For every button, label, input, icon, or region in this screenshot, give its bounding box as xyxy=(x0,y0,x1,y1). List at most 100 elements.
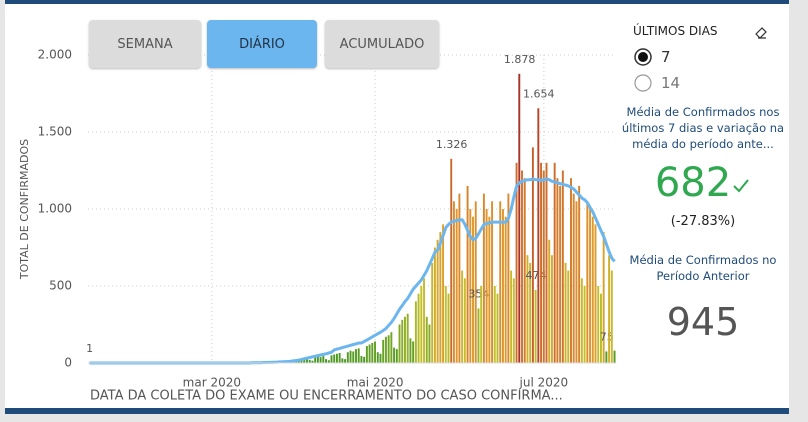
bar xyxy=(583,286,586,363)
bar xyxy=(374,341,376,363)
bar xyxy=(550,255,553,363)
bar xyxy=(521,170,523,363)
bar xyxy=(572,193,575,363)
bar xyxy=(589,209,592,363)
bar xyxy=(442,224,445,363)
bar xyxy=(474,201,477,363)
bar xyxy=(409,338,412,363)
kpi-label: Média de Confirmados no Período Anterior xyxy=(629,253,777,283)
bar xyxy=(433,247,436,363)
bar xyxy=(316,356,319,363)
bar xyxy=(510,270,513,363)
bar xyxy=(412,341,415,363)
bar xyxy=(428,324,431,363)
bar xyxy=(586,201,589,363)
bar xyxy=(368,344,371,363)
y-axis-title: TOTAL DE CONFIRMADOS xyxy=(18,139,31,280)
bar xyxy=(314,357,317,363)
bar xyxy=(450,158,453,363)
kpi-label: Média de Confirmados nos últimos 7 dias … xyxy=(621,105,785,151)
bar xyxy=(463,278,466,363)
bar xyxy=(325,359,328,363)
bar xyxy=(477,308,480,363)
bar xyxy=(335,353,338,363)
bar xyxy=(423,278,425,363)
bar xyxy=(488,216,491,363)
bar xyxy=(306,358,308,363)
bar xyxy=(518,73,521,364)
bar xyxy=(431,262,434,363)
bar xyxy=(496,293,499,363)
bar xyxy=(387,335,390,363)
bar xyxy=(564,262,567,363)
bar xyxy=(458,193,461,363)
bar xyxy=(327,360,330,363)
eraser-icon[interactable] xyxy=(753,24,769,40)
data-label: 1.878 xyxy=(504,53,536,66)
bar xyxy=(540,162,543,363)
bar xyxy=(491,201,494,363)
bar xyxy=(425,316,428,363)
bar xyxy=(319,357,322,363)
bar xyxy=(580,278,583,363)
bar xyxy=(322,356,325,363)
bar xyxy=(384,336,387,363)
bar xyxy=(480,286,483,363)
bar xyxy=(553,162,556,363)
bar xyxy=(461,270,464,363)
bar xyxy=(537,108,540,363)
bar xyxy=(300,360,303,363)
bar xyxy=(420,286,423,363)
bar xyxy=(526,255,529,363)
bar xyxy=(512,278,515,363)
bar xyxy=(404,316,406,363)
bar xyxy=(602,232,605,363)
bar xyxy=(333,354,336,363)
bar xyxy=(482,193,485,363)
bar xyxy=(341,358,344,363)
bar xyxy=(303,359,306,363)
kpi-number: 682 xyxy=(654,160,732,206)
x-axis-title: DATA DA COLETA DO EXAME OU ENCERRAMENTO … xyxy=(90,389,563,404)
bar xyxy=(613,350,616,363)
bar xyxy=(382,339,385,363)
data-label: 1 xyxy=(86,342,93,355)
bar xyxy=(599,293,602,363)
bar xyxy=(447,293,450,363)
button[interactable]: SEMANA xyxy=(89,20,201,68)
bar xyxy=(444,286,447,363)
data-label: 1.654 xyxy=(523,87,555,100)
bar xyxy=(493,286,496,363)
bar xyxy=(507,193,510,363)
y-tick-label: 500 xyxy=(49,279,72,293)
bar xyxy=(597,286,600,363)
bar xyxy=(379,353,382,363)
button[interactable]: DIÁRIO xyxy=(207,20,317,68)
radio-label[interactable]: 14 xyxy=(661,74,681,92)
bar xyxy=(578,185,581,363)
bar xyxy=(365,346,368,363)
side-panel: ÚLTIMOS DIAS 7 14 Média de Confirmados n… xyxy=(617,4,789,408)
bar xyxy=(401,319,404,363)
radio[interactable] xyxy=(634,74,652,92)
bar xyxy=(371,342,374,363)
bar xyxy=(545,162,548,363)
dashboard-card: DATA DA COLETA DO EXAME OU ENCERRAMENTO … xyxy=(5,0,789,414)
bar xyxy=(453,201,455,363)
bar xyxy=(605,351,608,363)
bar xyxy=(414,301,417,363)
bar xyxy=(529,262,532,363)
bar xyxy=(406,313,409,363)
bar xyxy=(357,348,360,363)
bar xyxy=(594,224,597,363)
y-tick-label: 2.000 xyxy=(38,48,72,62)
button[interactable]: ACUMULADO xyxy=(325,20,439,68)
bar xyxy=(531,147,534,363)
bar xyxy=(455,209,458,363)
radio-label[interactable]: 7 xyxy=(661,48,671,66)
check-icon xyxy=(733,179,749,193)
bar xyxy=(393,347,396,363)
bar xyxy=(485,209,488,363)
bar xyxy=(390,332,393,363)
bar xyxy=(561,170,564,363)
